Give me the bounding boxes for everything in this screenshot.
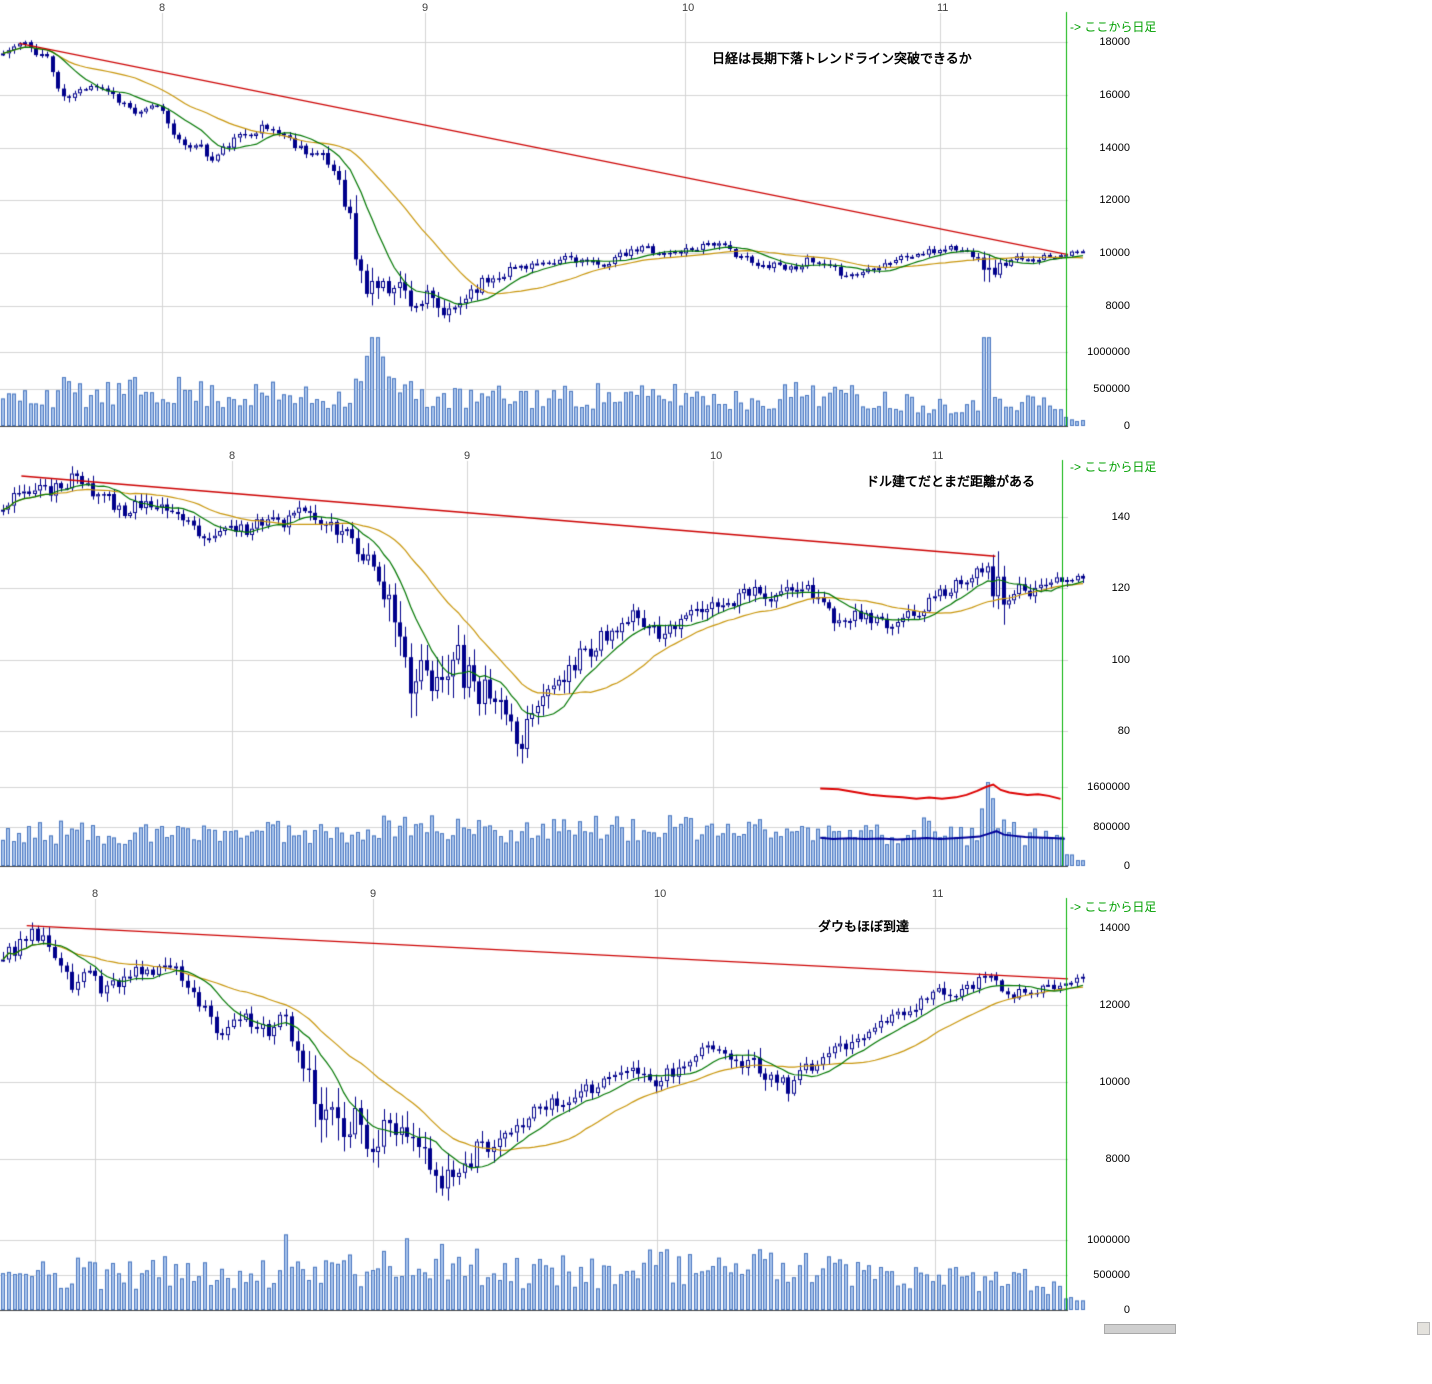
chart1-annotation: 日経は長期下落トレンドライン突破できるか xyxy=(712,51,972,66)
x-axis-label: 8 xyxy=(159,2,166,14)
scrollbar-corner-box[interactable] xyxy=(1417,1322,1430,1335)
price-axis-label: 10000 xyxy=(1099,1076,1130,1088)
chart2-annotation: ドル建てだとまだ距離がある xyxy=(866,474,1036,489)
x-axis-label: 10 xyxy=(654,888,667,900)
price-axis-label: 100 xyxy=(1111,654,1130,666)
price-axis-label: 12000 xyxy=(1099,194,1130,206)
price-axis-label: 14000 xyxy=(1099,142,1130,154)
price-axis-label: 140 xyxy=(1111,511,1130,523)
x-axis-label: 11 xyxy=(937,2,949,14)
volume-axis-label: 1000000 xyxy=(1087,1234,1130,1246)
volume-axis-label: 500000 xyxy=(1093,1269,1130,1281)
price-axis-label: 14000 xyxy=(1099,922,1130,934)
x-axis-label: 9 xyxy=(422,2,429,14)
volume-axis-label: 500000 xyxy=(1093,383,1130,395)
x-axis-label: 9 xyxy=(370,888,377,900)
price-axis-label: 80 xyxy=(1117,725,1130,737)
x-axis-label: 10 xyxy=(710,450,723,462)
chart2-daily-marker-label: -> ここから日足 xyxy=(1070,460,1157,474)
x-axis-label: 9 xyxy=(464,450,471,462)
chart3-daily-marker-label: -> ここから日足 xyxy=(1070,900,1157,914)
price-axis-label: 120 xyxy=(1111,582,1130,594)
price-axis-label: 8000 xyxy=(1105,300,1130,312)
volume-axis-label: 0 xyxy=(1123,420,1130,432)
price-axis-label: 18000 xyxy=(1099,36,1130,48)
price-axis-label: 10000 xyxy=(1099,247,1130,259)
volume-axis-label: 0 xyxy=(1123,1304,1130,1316)
price-axis-label: 12000 xyxy=(1099,999,1130,1011)
x-axis-label: 11 xyxy=(932,888,944,900)
chart3-annotation: ダウもほぼ到達 xyxy=(818,919,910,934)
x-axis-label: 8 xyxy=(229,450,236,462)
volume-axis-label: 0 xyxy=(1123,860,1130,872)
horizontal-scrollbar-thumb[interactable] xyxy=(1104,1324,1176,1334)
x-axis-label: 11 xyxy=(932,450,944,462)
price-axis-label: 16000 xyxy=(1099,89,1130,101)
price-axis-label: 8000 xyxy=(1105,1153,1130,1165)
volume-axis-label: 1600000 xyxy=(1087,781,1130,793)
volume-axis-label: 800000 xyxy=(1093,821,1130,833)
x-axis-label: 8 xyxy=(92,888,99,900)
chart1-daily-marker-label: -> ここから日足 xyxy=(1070,20,1157,34)
volume-axis-label: 1000000 xyxy=(1087,346,1130,358)
x-axis-label: 10 xyxy=(682,2,695,14)
